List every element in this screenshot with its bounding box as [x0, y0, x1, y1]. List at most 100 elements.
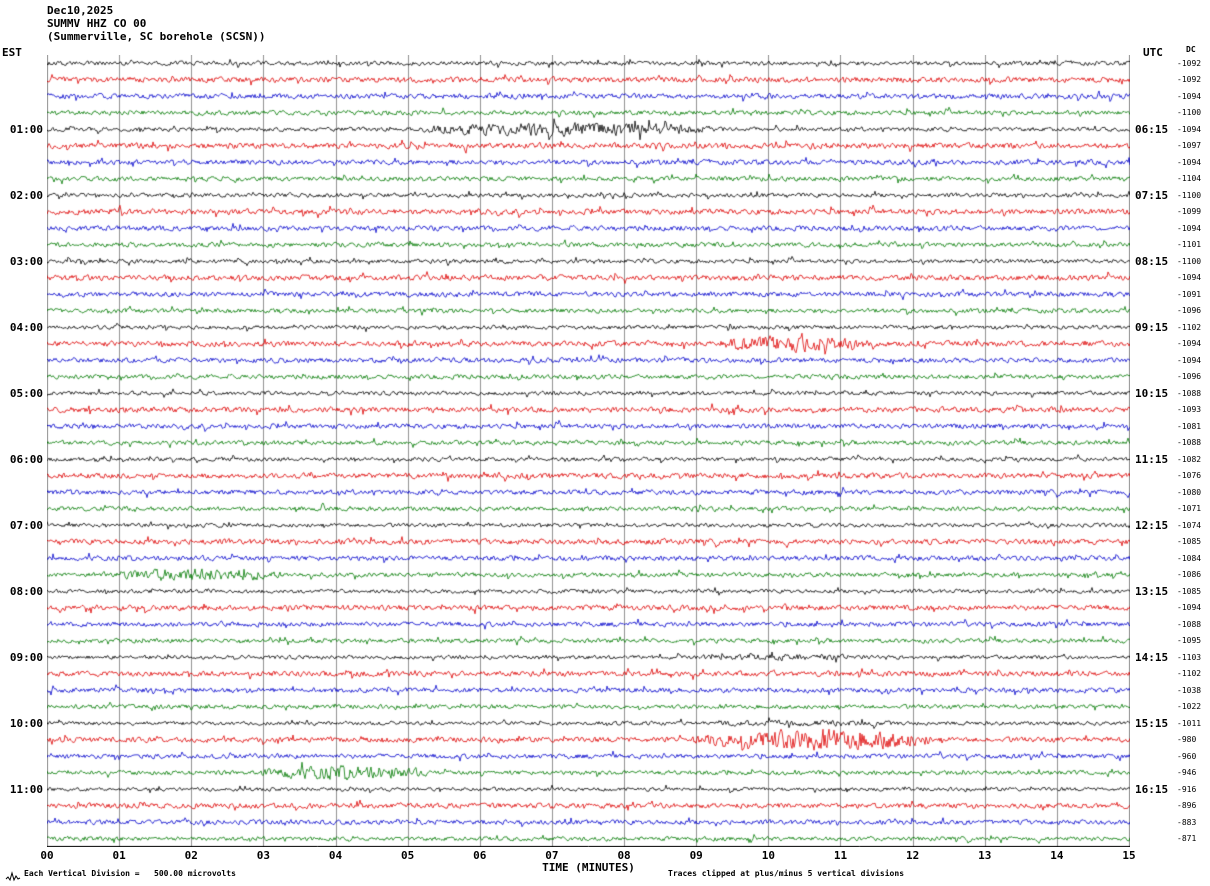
utc-time-label: 15:15	[1135, 717, 1169, 731]
utc-time-label: 06:15	[1135, 123, 1169, 137]
dc-offset-value: -1101	[1177, 240, 1202, 250]
est-time-label: 04:00	[9, 321, 43, 335]
seismogram-plot	[47, 55, 1130, 847]
x-axis-title: TIME (MINUTES)	[542, 861, 635, 874]
x-tick-label: 14	[1050, 849, 1064, 862]
dc-offset-value: -1088	[1177, 388, 1202, 398]
dc-offset-value: -1086	[1177, 570, 1202, 580]
dc-offset-value: -1096	[1177, 306, 1202, 316]
est-time-label: 01:00	[9, 123, 43, 137]
est-time-label: 10:00	[9, 717, 43, 731]
dc-offset-value: -1071	[1177, 504, 1202, 514]
est-time-label: 05:00	[9, 387, 43, 401]
est-time-label: 06:00	[9, 453, 43, 467]
dc-offset-value: -1092	[1177, 75, 1202, 85]
utc-time-label: 12:15	[1135, 519, 1169, 533]
dc-offset-value: -1094	[1177, 339, 1202, 349]
dc-offset-value: -1100	[1177, 256, 1202, 266]
utc-time-labels-column: 06:15 07:15 08:15 09:15 10:15 11:15 12:15 13:15…	[1135, 55, 1177, 847]
x-tick-label: 12	[905, 849, 920, 862]
dc-offset-value: -1074	[1177, 520, 1202, 530]
dc-offset-value: -1091	[1177, 289, 1202, 299]
x-axis-ticks: 00 01 02 03 04 05 06 07 08 09 10 11 12 13 14 15	[40, 849, 1135, 862]
utc-axis-label: UTC	[1143, 46, 1163, 59]
dc-offset-value: -1103	[1177, 652, 1202, 662]
utc-time-label: 09:15	[1135, 321, 1169, 335]
dc-offset-value: -1100	[1177, 108, 1202, 118]
dc-offset-value: -980	[1177, 735, 1197, 745]
est-time-label: 09:00	[9, 651, 43, 665]
utc-time-label: 16:15	[1135, 783, 1169, 797]
x-tick-label: 11	[833, 849, 848, 862]
dc-offset-value: -1085	[1177, 537, 1202, 547]
dc-offset-value: -1088	[1177, 619, 1202, 629]
header-location: (Summerville, SC borehole (SCSN))	[47, 30, 266, 43]
footer-scale-note: Each Vertical Division = 500.00 microvol…	[24, 869, 236, 878]
dc-offset-value: -1094	[1177, 355, 1202, 365]
dc-offset-value: -1085	[1177, 586, 1202, 596]
x-tick-label: 08	[617, 849, 631, 862]
x-tick-label: 07	[545, 849, 559, 862]
est-time-label: 07:00	[9, 519, 43, 533]
header-station: SUMMV HHZ CO 00	[47, 17, 147, 30]
dc-offset-value: -1094	[1177, 157, 1202, 167]
dc-offset-value: -1011	[1177, 718, 1202, 728]
x-tick-label: 03	[256, 849, 271, 862]
dc-offset-value: -1094	[1177, 91, 1202, 101]
dc-offset-value: -1022	[1177, 702, 1202, 712]
dc-offset-value: -1093	[1177, 405, 1202, 415]
est-time-label: 11:00	[9, 783, 43, 797]
dc-offset-value: -1094	[1177, 273, 1202, 283]
x-tick-label: 10	[761, 849, 775, 862]
footer-clip-note: Traces clipped at plus/minus 5 vertical …	[668, 869, 905, 878]
x-tick-label: 02	[184, 849, 198, 862]
dc-offset-value: -896	[1177, 801, 1197, 811]
x-tick-label: 04	[328, 849, 343, 862]
dc-offset-value: -1082	[1177, 454, 1202, 464]
x-tick-label: 09	[689, 849, 703, 862]
dc-offset-value: -1096	[1177, 372, 1202, 382]
utc-time-label: 07:15	[1135, 189, 1169, 203]
dc-offset-value: -1095	[1177, 636, 1202, 646]
dc-axis-label: DC	[1186, 45, 1196, 54]
dc-offset-value: -1097	[1177, 141, 1202, 151]
dc-offset-value: -1094	[1177, 124, 1202, 134]
seismogram-canvas	[47, 55, 1130, 847]
x-tick-label: 15	[1122, 849, 1136, 862]
utc-time-label: 14:15	[1135, 651, 1169, 665]
est-time-label: 02:00	[9, 189, 43, 203]
x-tick-label: 01	[112, 849, 126, 862]
dc-offsets-column: -1092 -1092 -1094 -1100 -1094 -1097 -1094 -1104…	[1177, 55, 1210, 847]
dc-offset-value: -871	[1177, 834, 1197, 844]
utc-time-label: 11:15	[1135, 453, 1169, 467]
dc-offset-value: -1100	[1177, 190, 1202, 200]
dc-offset-value: -1099	[1177, 207, 1202, 217]
dc-offset-value: -1081	[1177, 421, 1202, 431]
dc-offset-value: -916	[1177, 784, 1197, 794]
x-tick-label: 13	[978, 849, 992, 862]
dc-offset-value: -960	[1177, 751, 1197, 761]
utc-time-label: 13:15	[1135, 585, 1169, 599]
dc-offset-value: -946	[1177, 768, 1197, 778]
est-time-label: 08:00	[9, 585, 43, 599]
header-date: Dec10,2025	[47, 4, 114, 17]
x-tick-label: 06	[473, 849, 487, 862]
dc-offset-value: -883	[1177, 817, 1197, 827]
dc-offset-value: -1088	[1177, 438, 1202, 448]
dc-offset-value: -1102	[1177, 322, 1202, 332]
x-tick-label: 00	[40, 849, 54, 862]
dc-offset-value: -1092	[1177, 58, 1202, 68]
dc-offset-value: -1104	[1177, 174, 1202, 184]
dc-offset-value: -1076	[1177, 471, 1202, 481]
est-time-label: 03:00	[9, 255, 43, 269]
utc-time-label: 08:15	[1135, 255, 1169, 269]
dc-offset-value: -1080	[1177, 487, 1202, 497]
dc-offset-value: -1038	[1177, 685, 1202, 695]
est-time-labels-column: 01:00 02:00 03:00 04:00 05:00 06:00 07:00 08:00…	[0, 55, 45, 847]
dc-offset-value: -1094	[1177, 603, 1202, 613]
dc-offset-value: -1102	[1177, 669, 1202, 679]
est-axis-label: EST	[2, 46, 22, 59]
dc-offset-value: -1094	[1177, 223, 1202, 233]
x-tick-label: 05	[401, 849, 415, 862]
